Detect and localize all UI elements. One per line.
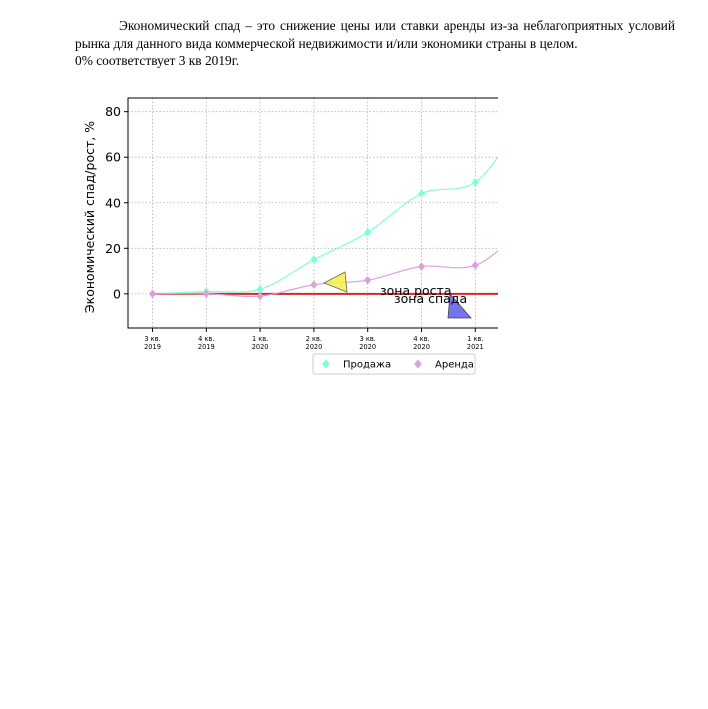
- y-tick-label: 40: [105, 195, 121, 210]
- x-tick-label-quarter: 1 кв.: [252, 335, 268, 343]
- x-tick-label-year: 2020: [359, 343, 376, 351]
- y-tick-label: 60: [105, 150, 121, 165]
- decline-zone-arrow-icon: [447, 293, 472, 319]
- paragraph-definition: Экономический спад – это снижение цены и…: [75, 18, 675, 51]
- paragraph-baseline-note: 0% соответствует 3 кв 2019г.: [75, 53, 240, 68]
- x-tick-label-quarter: 3 кв.: [360, 335, 376, 343]
- legend-marker-rent: [414, 359, 422, 369]
- plot-frame: [127, 97, 498, 329]
- legend: Продажа Аренда: [312, 353, 476, 375]
- legend-label-sale: Продажа: [343, 360, 391, 371]
- y-tick-label: 20: [105, 241, 121, 256]
- data-point-rent: [364, 275, 372, 285]
- data-point-sale: [256, 285, 264, 294]
- data-point-sale: [417, 189, 426, 198]
- growth-zone-arrow-icon: [323, 271, 348, 293]
- annotation-decline-label: зона спада: [394, 291, 467, 306]
- legend-box: [312, 353, 476, 375]
- y-axis-label: Экономический спад/рост, %: [82, 121, 97, 313]
- legend-marker-sale: [322, 359, 330, 369]
- series-lines: [152, 156, 498, 298]
- data-point-rent: [417, 262, 426, 271]
- x-tick-label-year: 2021: [467, 343, 484, 351]
- x-tick-label-year: 2020: [252, 343, 269, 351]
- data-point-rent: [256, 291, 264, 301]
- x-tick-label-quarter: 4 кв.: [413, 335, 429, 343]
- data-point-sale: [310, 255, 318, 264]
- data-point-rent: [310, 280, 318, 289]
- legend-label-rent: Аренда: [435, 360, 474, 371]
- y-tick-label: 80: [105, 104, 121, 119]
- y-tick-label: 0: [113, 286, 121, 301]
- x-tick-label-year: 2019: [144, 343, 161, 351]
- x-tick-label-quarter: 3 кв.: [144, 335, 160, 343]
- data-point-sale: [471, 178, 479, 187]
- data-point-sale: [364, 228, 372, 237]
- x-tick-label-quarter: 4 кв.: [198, 335, 214, 343]
- series-line-sale: [152, 156, 498, 295]
- data-point-rent: [148, 289, 157, 299]
- data-point-rent: [471, 261, 479, 270]
- x-tick-label-year: 2020: [413, 343, 430, 351]
- x-tick-label-quarter: 2 кв.: [306, 335, 322, 343]
- series-line-rent: [152, 250, 498, 298]
- data-point-rent: [202, 289, 210, 299]
- x-tick-label-year: 2019: [198, 343, 215, 351]
- y-axis: 0 20 40 60 80: [105, 104, 128, 301]
- series-markers: [148, 178, 479, 301]
- x-tick-label-quarter: 1 кв.: [467, 335, 483, 343]
- document-text: Экономический спад – это снижение цены и…: [75, 17, 675, 70]
- x-tick-label-year: 2020: [306, 343, 323, 351]
- annotation-growth-label: зона роста: [380, 283, 452, 298]
